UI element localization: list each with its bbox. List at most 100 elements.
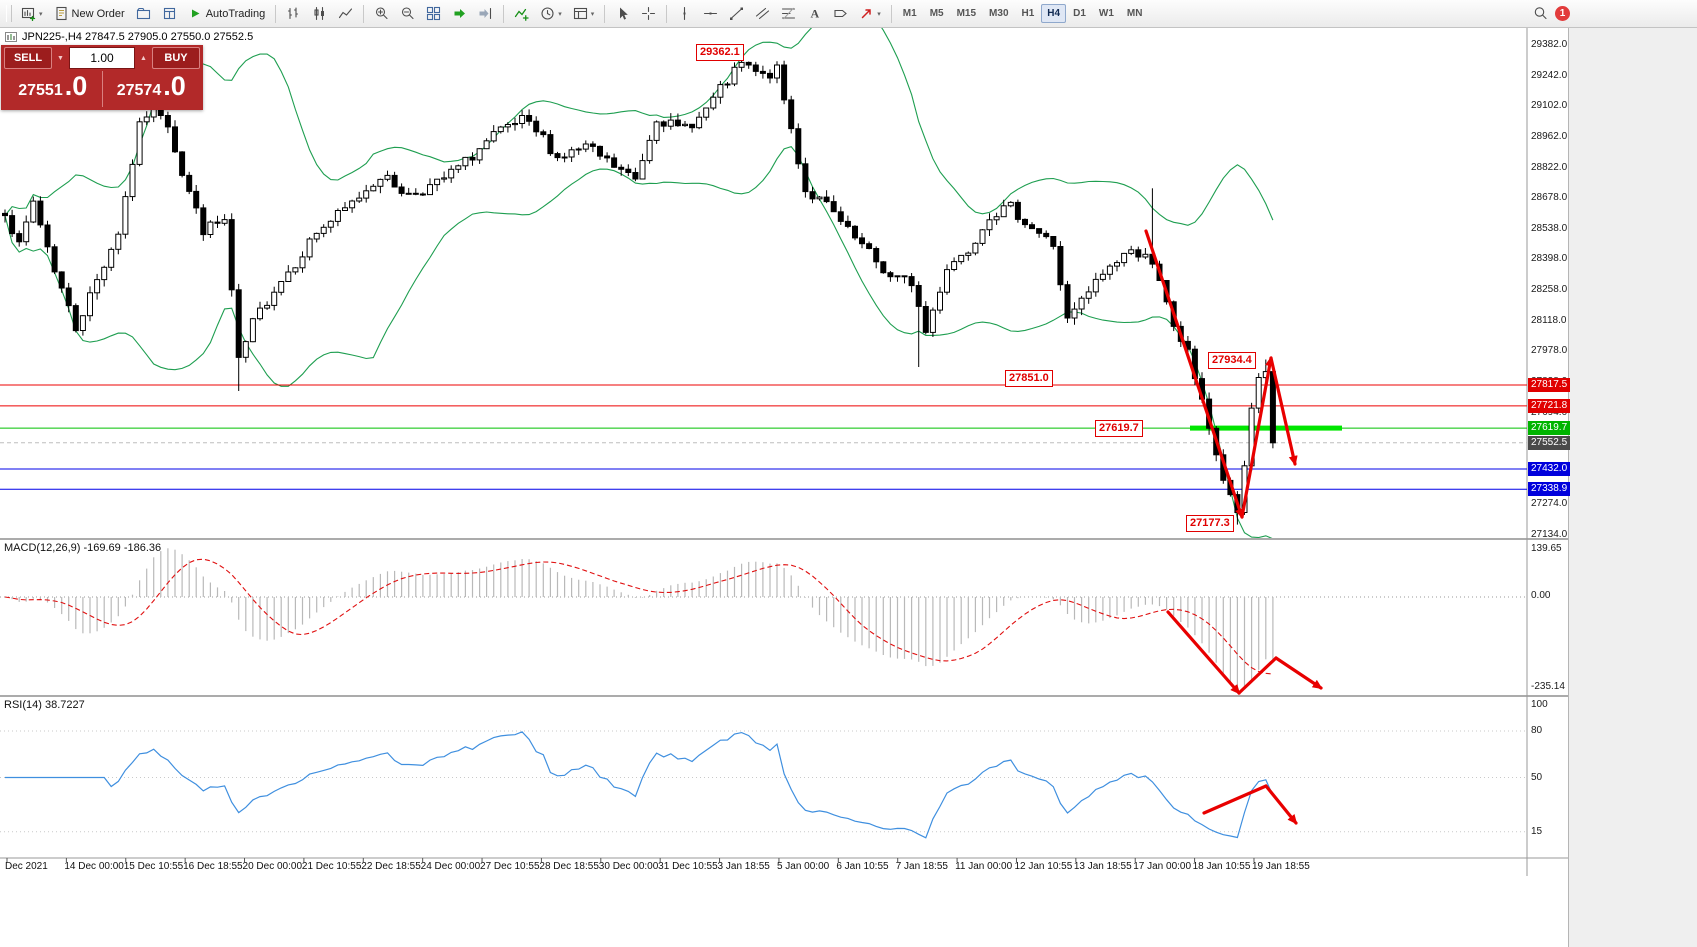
sell-price-frac: .0 — [64, 71, 88, 101]
trendline-icon — [730, 7, 744, 20]
new-order-icon — [55, 6, 67, 21]
templates-button[interactable]: ▾ — [568, 2, 600, 25]
indicators-button[interactable] — [509, 2, 534, 25]
zoom-out-icon — [402, 7, 414, 20]
sell-price[interactable]: 27551.0 — [4, 71, 102, 107]
timeframe-button-m1[interactable]: M1 — [902, 8, 917, 19]
rsi-line — [5, 731, 1274, 839]
timeframe-button-h4[interactable]: H4 — [1041, 4, 1067, 23]
new-chart-button[interactable]: ▾ — [16, 2, 48, 25]
line-chart-icon — [339, 8, 353, 19]
bar-chart-button[interactable] — [281, 2, 306, 25]
buy-button[interactable]: BUY — [152, 47, 200, 69]
autotrading-label: AutoTrading — [205, 7, 266, 20]
text-tool-button[interactable]: A — [802, 2, 827, 25]
chart-shift-button[interactable] — [473, 2, 498, 25]
symbol-ohlc-text: JPN225-,H4 27847.5 27905.0 27550.0 27552… — [22, 31, 254, 43]
channel-icon — [756, 7, 770, 20]
chart-icon — [5, 32, 17, 42]
zoom-out-button[interactable] — [395, 2, 420, 25]
trend-arrow[interactable] — [1202, 784, 1268, 815]
toolbar-separator — [890, 4, 892, 23]
trend-arrow[interactable] — [1144, 229, 1244, 519]
periods-button[interactable]: ▾ — [535, 2, 567, 25]
notification-badge[interactable]: 1 — [1555, 6, 1570, 21]
order-panel-prices: 27551.0 27574.0 — [4, 71, 200, 107]
toolbar-grip[interactable] — [6, 5, 12, 22]
arrows-tool-button[interactable]: ▾ — [854, 2, 886, 25]
horizontal-line-button[interactable] — [698, 2, 723, 25]
price-level-lines[interactable] — [0, 384, 1527, 490]
clock-icon — [541, 7, 554, 20]
chart-window — [0, 27, 1568, 947]
horizontal-line-icon — [704, 12, 718, 15]
new-order-label: New Order — [71, 7, 125, 20]
buy-price-main: 27574 — [116, 82, 162, 99]
buy-price[interactable]: 27574.0 — [103, 71, 201, 107]
candlestick-chart-button[interactable] — [307, 2, 332, 25]
tile-windows-button[interactable] — [421, 2, 446, 25]
volume-down-button[interactable]: ▼ — [57, 54, 64, 62]
line-chart-button[interactable] — [333, 2, 358, 25]
right-empty-area — [1568, 27, 1697, 947]
panel-splitter[interactable] — [0, 538, 1568, 540]
macd-histogram — [11, 548, 1274, 690]
buy-price-frac: .0 — [163, 71, 186, 101]
chevron-down-icon: ▾ — [39, 10, 43, 18]
crosshair-button[interactable] — [636, 2, 661, 25]
chevron-down-icon: ▾ — [590, 10, 595, 18]
new-chart-icon — [21, 7, 36, 21]
timeframe-button-mn[interactable]: MN — [1126, 8, 1143, 19]
trend-arrow[interactable] — [1269, 356, 1298, 466]
vertical-line-icon — [683, 6, 686, 21]
sell-button[interactable]: SELL — [4, 47, 52, 69]
auto-scroll-button[interactable] — [447, 2, 472, 25]
timeframe-button-m30[interactable]: M30 — [989, 8, 1009, 19]
autotrading-button[interactable]: AutoTrading — [183, 2, 271, 25]
channel-button[interactable] — [750, 2, 775, 25]
panel-splitter[interactable] — [0, 695, 1568, 697]
trendline-button[interactable] — [724, 2, 749, 25]
toolbar-separator — [275, 4, 277, 23]
trend-arrow[interactable] — [1264, 784, 1298, 825]
timeframe-button-h1[interactable]: H1 — [1021, 8, 1035, 19]
chart-ohlc-info: JPN225-,H4 27847.5 27905.0 27550.0 27552… — [5, 31, 253, 43]
bar-chart-icon — [288, 7, 299, 20]
trend-arrow[interactable] — [1274, 656, 1323, 690]
volume-input[interactable] — [69, 47, 135, 69]
autotrading-play-icon — [191, 9, 200, 18]
order-panel-controls: SELL ▼ ▲ BUY — [4, 47, 200, 69]
toolbar-right-cluster: 1 — [1533, 6, 1570, 21]
toolbar-separator — [604, 4, 606, 23]
data-window-button[interactable] — [157, 2, 182, 25]
trend-arrow[interactable] — [1240, 356, 1274, 519]
new-order-button[interactable]: New Order — [49, 2, 130, 25]
cursor-button[interactable] — [610, 2, 635, 25]
timeframe-button-m15[interactable]: M15 — [956, 8, 977, 19]
label-tool-button[interactable] — [828, 2, 853, 25]
fibonacci-button[interactable] — [776, 2, 801, 25]
trend-arrow[interactable] — [1237, 656, 1278, 695]
candlestick-chart-icon — [314, 6, 325, 21]
toolbar-separator — [666, 4, 668, 23]
trend-arrow[interactable] — [1166, 610, 1241, 695]
timeframe-button-m5[interactable]: M5 — [929, 8, 944, 19]
timeframe-button-w1[interactable]: W1 — [1098, 8, 1114, 19]
timeframe-toolbar: M1 M5 M15 M30 H1 H4 D1 W1 MN — [897, 4, 1149, 23]
zoom-in-icon — [376, 7, 388, 20]
vertical-line-button[interactable] — [672, 2, 697, 25]
zoom-in-button[interactable] — [369, 2, 394, 25]
support-zone-bar[interactable] — [1190, 425, 1342, 431]
chart-canvas[interactable] — [0, 27, 1568, 947]
sell-price-main: 27551 — [18, 82, 63, 99]
main-toolbar: ▾ New Order AutoTrading — [0, 0, 1697, 28]
search-icon[interactable] — [1533, 6, 1548, 21]
profiles-button[interactable] — [131, 2, 156, 25]
chart-shift-icon — [479, 7, 492, 20]
text-tool-icon: A — [811, 7, 820, 21]
timeframe-button-d1[interactable]: D1 — [1073, 8, 1086, 19]
volume-up-button[interactable]: ▲ — [140, 54, 147, 62]
one-click-trading-panel: SELL ▼ ▲ BUY 27551.0 27574.0 — [1, 45, 203, 110]
candlestick-series — [2, 48, 1276, 525]
cursor-icon — [620, 7, 629, 20]
